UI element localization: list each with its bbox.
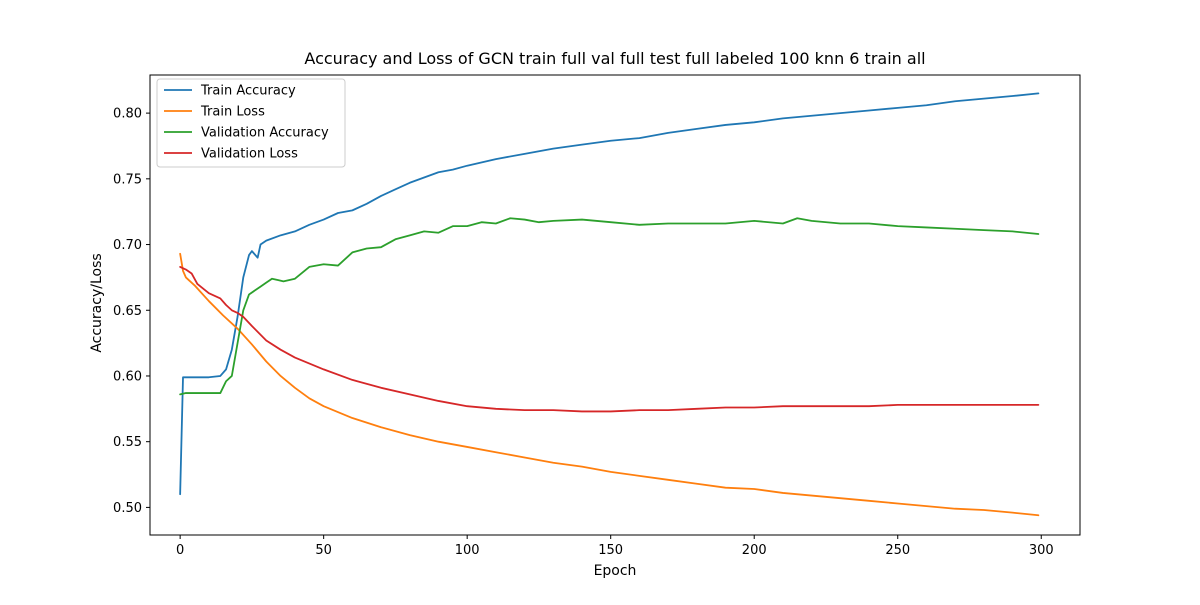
series-line-validation-accuracy <box>179 217 1040 396</box>
plot-lines <box>179 92 1040 517</box>
legend-box <box>156 78 346 168</box>
x-tick-label: 100 <box>455 543 480 558</box>
y-tick-label: 0.55 <box>113 435 142 450</box>
y-tick-label: 0.50 <box>113 501 142 516</box>
legend-label-train-loss: Train Loss <box>200 105 265 120</box>
y-tick-label: 0.65 <box>113 304 142 319</box>
y-axis-label: Accuracy/Loss <box>89 253 105 352</box>
series-line-train-loss <box>179 252 1040 517</box>
x-tick-label: 0 <box>176 543 184 558</box>
x-tick-label: 250 <box>885 543 910 558</box>
x-axis-label: Epoch <box>594 563 637 579</box>
legend-label-train-accuracy: Train Accuracy <box>200 84 296 99</box>
x-tick-label: 150 <box>598 543 623 558</box>
x-axis-ticks: 0 50 100 150 200 250 300 <box>176 535 1054 558</box>
y-tick-label: 0.75 <box>113 172 142 187</box>
axes-frame <box>149 74 1081 536</box>
legend-label-validation-loss: Validation Loss <box>201 147 298 162</box>
x-tick-label: 300 <box>1029 543 1054 558</box>
series-line-validation-loss <box>179 265 1040 413</box>
y-axis-ticks: 0.50 0.55 0.60 0.65 0.70 0.75 0.80 <box>113 107 150 516</box>
x-tick-label: 200 <box>742 543 767 558</box>
x-tick-label: 50 <box>315 543 332 558</box>
series-line-train-accuracy <box>179 92 1040 496</box>
y-tick-label: 0.60 <box>113 369 142 384</box>
y-tick-label: 0.80 <box>113 107 142 122</box>
y-tick-label: 0.70 <box>113 238 142 253</box>
chart-title: Accuracy and Loss of GCN train full val … <box>304 49 925 68</box>
legend-label-validation-accuracy: Validation Accuracy <box>201 126 329 141</box>
legend: Train Accuracy Train Loss Validation Accur… <box>156 78 346 168</box>
